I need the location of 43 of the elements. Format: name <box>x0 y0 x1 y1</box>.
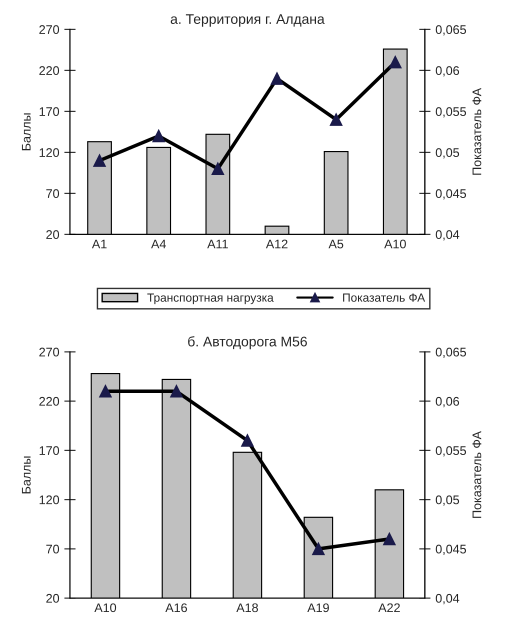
y-tick-label: 120 <box>40 495 60 504</box>
y2-tick-label: 0,045 <box>436 189 466 200</box>
x-tick-label: А22 <box>378 603 400 612</box>
chart-title: а. Территория г. Алдана <box>170 14 325 27</box>
y2-tick-label: 0,04 <box>436 230 460 241</box>
y2-tick-label: 0,055 <box>436 446 466 457</box>
y2-tick-label: 0,055 <box>436 107 466 118</box>
y-axis-title: Баллы <box>22 113 31 150</box>
y-tick-label: 220 <box>39 66 60 76</box>
x-tick-label: А4 <box>151 240 166 248</box>
y-axis-title: Баллы <box>22 456 31 494</box>
y2-tick-label: 0,06 <box>436 66 460 77</box>
x-tick-label: А18 <box>236 603 258 612</box>
x-tick-label: А1 <box>92 240 107 248</box>
y2-tick-label: 0,045 <box>436 544 466 556</box>
x-tick-label: А10 <box>94 603 116 612</box>
y-tick-label: 170 <box>40 446 60 456</box>
y2-tick-label: 0,065 <box>436 348 466 358</box>
x-tick-label: А10 <box>384 240 406 248</box>
y-tick-label: 70 <box>46 189 60 198</box>
y-tick-label: 270 <box>39 348 60 357</box>
legend-label: Транспортная нагрузка <box>147 294 274 304</box>
x-tick-label: А11 <box>207 240 228 248</box>
y2-tick-label: 0,04 <box>436 594 460 604</box>
x-tick-label: А19 <box>307 603 329 612</box>
y-tick-label: 20 <box>46 230 60 240</box>
chart-title: б. Автодорога М56 <box>188 336 307 350</box>
y2-axis-title: Показатель ФА <box>472 431 482 518</box>
y-tick-label: 270 <box>39 25 60 34</box>
x-tick-label: А16 <box>165 603 188 612</box>
y2-axis-title: Показатель ФА <box>472 88 482 175</box>
x-tick-label: А12 <box>266 240 288 248</box>
y-tick-label: 220 <box>39 396 60 406</box>
y2-tick-label: 0,05 <box>436 495 460 506</box>
y-tick-label: 120 <box>40 148 60 158</box>
y2-tick-label: 0,05 <box>436 148 460 159</box>
x-tick-label: А5 <box>328 240 344 248</box>
y-tick-label: 20 <box>46 594 60 603</box>
legend-label: Показатель ФА <box>343 294 426 302</box>
y-tick-label: 170 <box>40 107 60 116</box>
y-tick-label: 70 <box>46 544 60 554</box>
y2-tick-label: 0,06 <box>436 396 460 408</box>
y2-tick-label: 0,065 <box>436 25 466 36</box>
